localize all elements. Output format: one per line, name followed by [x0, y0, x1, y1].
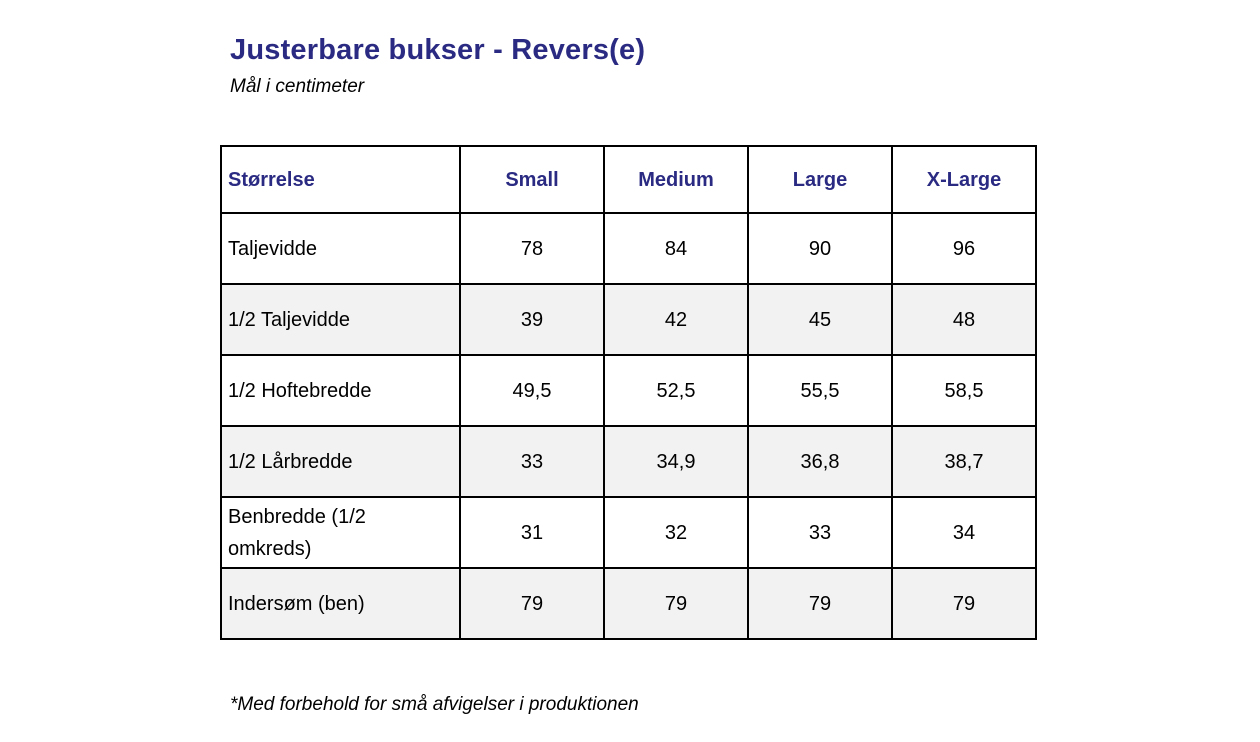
cell-value: 42 — [603, 283, 749, 356]
table-row-halv-taljevidde: 1/2 Taljevidde 39 42 45 48 — [220, 283, 1037, 356]
cell-value: 32 — [603, 496, 749, 569]
column-header-small: Small — [459, 145, 605, 214]
table-header-row: Størrelse Small Medium Large X-Large — [220, 145, 1037, 214]
page-title: Justerbare bukser - Revers(e) — [230, 34, 646, 66]
cell-value: 52,5 — [603, 354, 749, 427]
table-row-halv-hoftebredde: 1/2 Hoftebredde 49,5 52,5 55,5 58,5 — [220, 354, 1037, 427]
table-row-benbredde: Benbredde (1/2 omkreds) 31 32 33 34 — [220, 496, 1037, 569]
page-subtitle: Mål i centimeter — [230, 76, 365, 97]
row-label: Indersøm (ben) — [220, 567, 461, 640]
row-label: Benbredde (1/2 omkreds) — [220, 496, 461, 569]
cell-value: 79 — [891, 567, 1037, 640]
cell-value: 84 — [603, 212, 749, 285]
cell-value: 34 — [891, 496, 1037, 569]
cell-value: 34,9 — [603, 425, 749, 498]
cell-value: 31 — [459, 496, 605, 569]
cell-value: 39 — [459, 283, 605, 356]
cell-value: 33 — [459, 425, 605, 498]
cell-value: 90 — [747, 212, 893, 285]
column-header-medium: Medium — [603, 145, 749, 214]
table-row-halv-laarbredde: 1/2 Lårbredde 33 34,9 36,8 38,7 — [220, 425, 1037, 498]
cell-value: 49,5 — [459, 354, 605, 427]
table-row-indersoem: Indersøm (ben) 79 79 79 79 — [220, 567, 1037, 640]
cell-value: 79 — [459, 567, 605, 640]
row-label: 1/2 Taljevidde — [220, 283, 461, 356]
table-row-taljevidde: Taljevidde 78 84 90 96 — [220, 212, 1037, 285]
row-label: Taljevidde — [220, 212, 461, 285]
row-label: 1/2 Lårbredde — [220, 425, 461, 498]
cell-value: 38,7 — [891, 425, 1037, 498]
cell-value: 96 — [891, 212, 1037, 285]
column-header-xlarge: X-Large — [891, 145, 1037, 214]
cell-value: 36,8 — [747, 425, 893, 498]
cell-value: 58,5 — [891, 354, 1037, 427]
column-header-large: Large — [747, 145, 893, 214]
cell-value: 78 — [459, 212, 605, 285]
column-header-storrelse: Størrelse — [220, 145, 461, 214]
footnote: *Med forbehold for små afvigelser i prod… — [230, 694, 639, 715]
row-label: 1/2 Hoftebredde — [220, 354, 461, 427]
size-table: Størrelse Small Medium Large X-Large Tal… — [220, 145, 1037, 640]
cell-value: 79 — [603, 567, 749, 640]
cell-value: 33 — [747, 496, 893, 569]
cell-value: 45 — [747, 283, 893, 356]
cell-value: 55,5 — [747, 354, 893, 427]
cell-value: 48 — [891, 283, 1037, 356]
cell-value: 79 — [747, 567, 893, 640]
